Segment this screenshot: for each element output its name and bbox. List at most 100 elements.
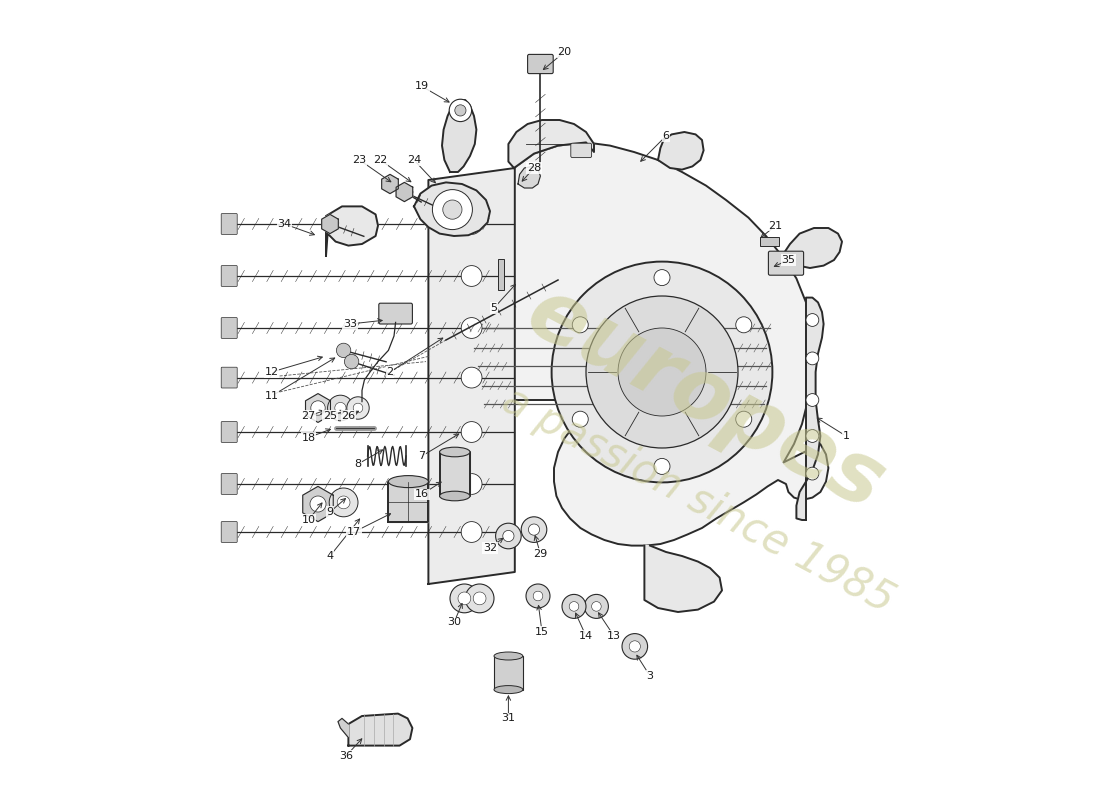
- FancyBboxPatch shape: [221, 522, 238, 542]
- Polygon shape: [326, 206, 378, 256]
- Text: a passion since 1985: a passion since 1985: [495, 378, 901, 622]
- Circle shape: [736, 411, 751, 427]
- Text: 36: 36: [339, 751, 353, 761]
- Circle shape: [311, 401, 326, 415]
- Circle shape: [337, 343, 351, 358]
- Circle shape: [450, 584, 478, 613]
- Circle shape: [461, 318, 482, 338]
- Text: 24: 24: [407, 155, 421, 165]
- Circle shape: [346, 397, 370, 419]
- Polygon shape: [428, 168, 515, 584]
- Text: 28: 28: [527, 163, 541, 173]
- Ellipse shape: [494, 652, 522, 660]
- Circle shape: [329, 488, 358, 517]
- Circle shape: [806, 352, 818, 365]
- Circle shape: [328, 395, 353, 421]
- Ellipse shape: [440, 447, 470, 457]
- Text: 12: 12: [264, 367, 278, 377]
- Text: 6: 6: [662, 131, 670, 141]
- Circle shape: [572, 317, 588, 333]
- Polygon shape: [782, 228, 842, 268]
- Bar: [760, 237, 779, 246]
- Circle shape: [461, 367, 482, 388]
- Circle shape: [618, 328, 706, 416]
- Circle shape: [432, 190, 472, 230]
- Circle shape: [806, 467, 818, 480]
- Circle shape: [503, 530, 514, 542]
- Circle shape: [654, 270, 670, 286]
- Circle shape: [465, 584, 494, 613]
- Circle shape: [806, 430, 818, 442]
- Polygon shape: [349, 714, 412, 746]
- Text: 1: 1: [843, 431, 849, 441]
- Text: europes: europes: [514, 271, 899, 529]
- Circle shape: [562, 594, 586, 618]
- Text: 13: 13: [607, 631, 621, 641]
- Circle shape: [569, 602, 579, 611]
- Text: 23: 23: [352, 155, 366, 165]
- Circle shape: [528, 524, 540, 535]
- Circle shape: [461, 214, 482, 234]
- Polygon shape: [645, 546, 722, 612]
- Circle shape: [449, 99, 472, 122]
- Circle shape: [461, 522, 482, 542]
- Polygon shape: [302, 486, 333, 522]
- Circle shape: [592, 602, 602, 611]
- Polygon shape: [414, 182, 490, 236]
- FancyBboxPatch shape: [221, 318, 238, 338]
- Circle shape: [521, 517, 547, 542]
- Text: 5: 5: [491, 303, 497, 313]
- Text: 30: 30: [447, 618, 461, 627]
- Ellipse shape: [440, 491, 470, 501]
- Text: 3: 3: [647, 671, 653, 681]
- Circle shape: [586, 296, 738, 448]
- Ellipse shape: [494, 686, 522, 694]
- Text: 21: 21: [769, 221, 783, 230]
- Circle shape: [461, 422, 482, 442]
- FancyBboxPatch shape: [528, 54, 553, 74]
- Polygon shape: [338, 718, 349, 738]
- Text: 22: 22: [373, 155, 387, 165]
- Polygon shape: [306, 394, 330, 422]
- Text: 25: 25: [323, 411, 337, 421]
- Circle shape: [551, 262, 772, 482]
- Text: 20: 20: [558, 47, 572, 57]
- Circle shape: [461, 474, 482, 494]
- Circle shape: [526, 584, 550, 608]
- Circle shape: [621, 634, 648, 659]
- Text: 7: 7: [418, 451, 426, 461]
- Text: 29: 29: [534, 549, 548, 558]
- Polygon shape: [518, 166, 540, 188]
- Circle shape: [473, 592, 486, 605]
- Text: 26: 26: [341, 411, 355, 421]
- Text: 19: 19: [415, 82, 429, 91]
- Circle shape: [338, 496, 350, 509]
- Bar: [498, 259, 505, 290]
- Text: 11: 11: [265, 391, 278, 401]
- Circle shape: [443, 200, 462, 219]
- Circle shape: [736, 317, 751, 333]
- Ellipse shape: [388, 475, 428, 487]
- FancyBboxPatch shape: [221, 474, 238, 494]
- Text: 14: 14: [579, 631, 593, 641]
- Circle shape: [310, 496, 326, 512]
- FancyBboxPatch shape: [769, 251, 804, 275]
- Circle shape: [353, 403, 363, 413]
- Text: 31: 31: [502, 714, 516, 723]
- FancyBboxPatch shape: [378, 303, 412, 324]
- Polygon shape: [658, 132, 704, 170]
- Circle shape: [344, 354, 359, 369]
- Text: 32: 32: [483, 543, 497, 553]
- Text: 2: 2: [386, 367, 394, 377]
- Circle shape: [806, 314, 818, 326]
- Text: 4: 4: [327, 551, 333, 561]
- Text: 8: 8: [354, 459, 362, 469]
- Circle shape: [496, 523, 521, 549]
- Text: 35: 35: [781, 255, 795, 265]
- Circle shape: [629, 641, 640, 652]
- Polygon shape: [440, 452, 470, 496]
- Polygon shape: [388, 482, 428, 522]
- FancyBboxPatch shape: [221, 367, 238, 388]
- Text: 15: 15: [535, 627, 549, 637]
- Circle shape: [461, 266, 482, 286]
